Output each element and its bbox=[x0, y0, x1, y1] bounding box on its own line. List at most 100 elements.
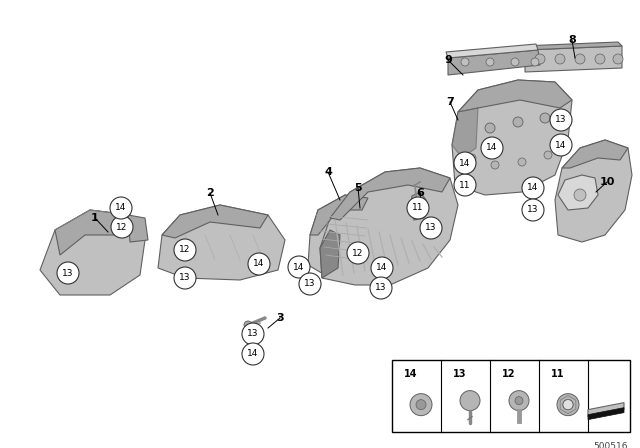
Polygon shape bbox=[525, 46, 622, 72]
Polygon shape bbox=[555, 140, 632, 242]
Text: 12: 12 bbox=[179, 246, 191, 254]
Polygon shape bbox=[410, 192, 426, 220]
Circle shape bbox=[511, 58, 519, 66]
Text: 11: 11 bbox=[460, 181, 471, 190]
Bar bbox=[392, 360, 630, 432]
Text: 14: 14 bbox=[404, 370, 417, 379]
Circle shape bbox=[555, 54, 565, 64]
Circle shape bbox=[299, 273, 321, 295]
Circle shape bbox=[509, 391, 529, 411]
Text: 4: 4 bbox=[324, 167, 332, 177]
Text: 14: 14 bbox=[527, 184, 539, 193]
Polygon shape bbox=[162, 205, 268, 238]
Circle shape bbox=[550, 109, 572, 131]
Circle shape bbox=[111, 216, 133, 238]
Circle shape bbox=[416, 400, 426, 409]
Text: 14: 14 bbox=[247, 349, 259, 358]
Circle shape bbox=[347, 242, 369, 264]
Text: 13: 13 bbox=[247, 329, 259, 339]
Polygon shape bbox=[320, 168, 458, 285]
Circle shape bbox=[454, 174, 476, 196]
Circle shape bbox=[248, 253, 270, 275]
Circle shape bbox=[460, 391, 480, 411]
Circle shape bbox=[513, 117, 523, 127]
Circle shape bbox=[531, 58, 539, 66]
Polygon shape bbox=[158, 205, 285, 280]
Polygon shape bbox=[55, 210, 130, 255]
Polygon shape bbox=[562, 140, 628, 168]
Circle shape bbox=[515, 396, 523, 405]
Text: 14: 14 bbox=[115, 203, 127, 212]
Polygon shape bbox=[560, 396, 576, 414]
Circle shape bbox=[288, 256, 310, 278]
Text: 7: 7 bbox=[446, 97, 454, 107]
Text: 13: 13 bbox=[179, 273, 191, 283]
Text: 13: 13 bbox=[375, 284, 387, 293]
Polygon shape bbox=[558, 175, 598, 210]
Text: 14: 14 bbox=[460, 159, 470, 168]
Text: 14: 14 bbox=[556, 141, 566, 150]
Circle shape bbox=[410, 394, 432, 416]
Circle shape bbox=[613, 54, 623, 64]
Circle shape bbox=[563, 400, 573, 409]
Polygon shape bbox=[448, 50, 540, 75]
Text: 8: 8 bbox=[568, 35, 576, 45]
Text: 12: 12 bbox=[116, 223, 128, 232]
Circle shape bbox=[370, 277, 392, 299]
Text: 1: 1 bbox=[91, 213, 99, 223]
Text: 14: 14 bbox=[486, 143, 498, 152]
Text: 500516: 500516 bbox=[593, 442, 628, 448]
Text: 13: 13 bbox=[527, 206, 539, 215]
Circle shape bbox=[491, 161, 499, 169]
Text: 14: 14 bbox=[253, 259, 265, 268]
Circle shape bbox=[461, 58, 469, 66]
Text: 9: 9 bbox=[444, 55, 452, 65]
Circle shape bbox=[557, 394, 579, 416]
Polygon shape bbox=[40, 210, 145, 295]
Text: 13: 13 bbox=[425, 224, 436, 233]
Circle shape bbox=[481, 137, 503, 159]
Polygon shape bbox=[588, 403, 624, 417]
Circle shape bbox=[575, 54, 585, 64]
Circle shape bbox=[110, 197, 132, 219]
Text: 11: 11 bbox=[551, 370, 564, 379]
Text: 13: 13 bbox=[304, 280, 316, 289]
Text: 14: 14 bbox=[376, 263, 388, 272]
Circle shape bbox=[174, 267, 196, 289]
Circle shape bbox=[407, 197, 429, 219]
Polygon shape bbox=[452, 80, 572, 195]
Text: 13: 13 bbox=[556, 116, 567, 125]
Text: 14: 14 bbox=[293, 263, 305, 271]
Text: 13: 13 bbox=[453, 370, 467, 379]
Circle shape bbox=[468, 154, 476, 162]
Circle shape bbox=[574, 189, 586, 201]
Circle shape bbox=[518, 158, 526, 166]
Polygon shape bbox=[452, 108, 478, 158]
Circle shape bbox=[485, 123, 495, 133]
Circle shape bbox=[454, 152, 476, 174]
Text: 12: 12 bbox=[352, 249, 364, 258]
Circle shape bbox=[486, 58, 494, 66]
Text: 12: 12 bbox=[502, 370, 515, 379]
Text: 6: 6 bbox=[416, 188, 424, 198]
Text: 11: 11 bbox=[412, 203, 424, 212]
Polygon shape bbox=[588, 408, 624, 420]
Circle shape bbox=[544, 151, 552, 159]
Polygon shape bbox=[310, 195, 368, 235]
Circle shape bbox=[420, 217, 442, 239]
Circle shape bbox=[174, 239, 196, 261]
Circle shape bbox=[371, 257, 393, 279]
Circle shape bbox=[595, 54, 605, 64]
Polygon shape bbox=[446, 44, 538, 58]
Text: 13: 13 bbox=[62, 268, 74, 277]
Text: 5: 5 bbox=[354, 183, 362, 193]
Polygon shape bbox=[308, 195, 375, 275]
Circle shape bbox=[563, 400, 573, 409]
Circle shape bbox=[242, 343, 264, 365]
Polygon shape bbox=[320, 230, 340, 278]
Polygon shape bbox=[128, 215, 148, 242]
Circle shape bbox=[244, 321, 252, 329]
Circle shape bbox=[242, 323, 264, 345]
Circle shape bbox=[57, 262, 79, 284]
Circle shape bbox=[522, 177, 544, 199]
